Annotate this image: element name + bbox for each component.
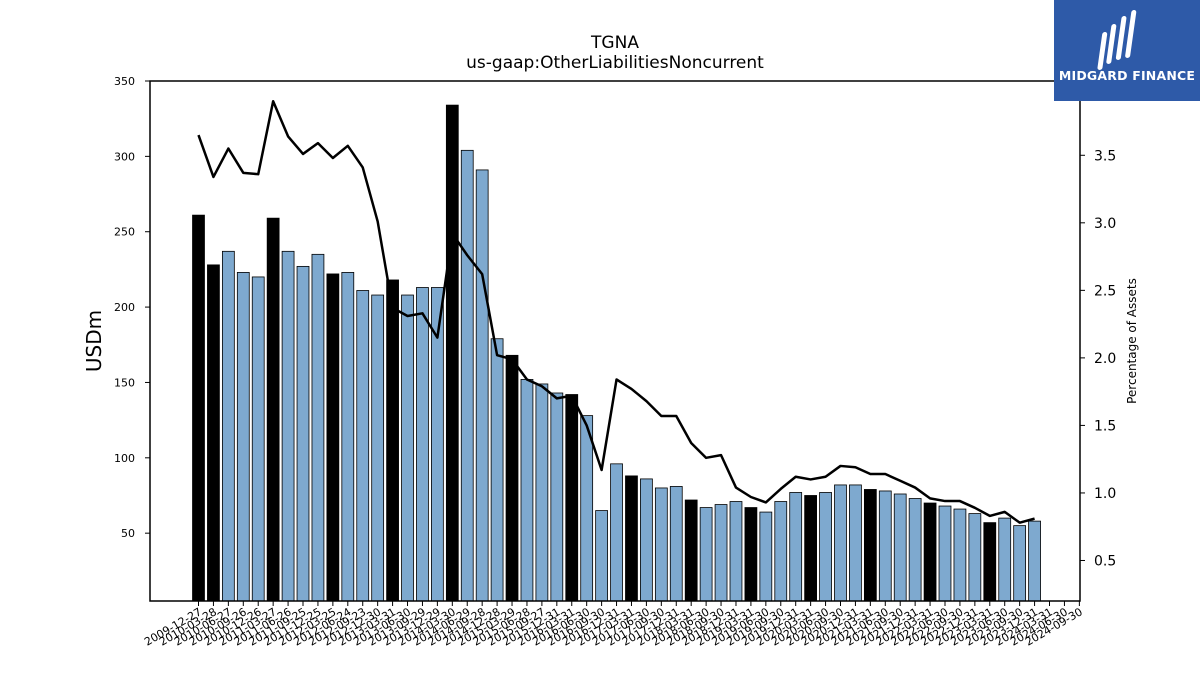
y-tick-label: 300 <box>114 150 135 163</box>
bar <box>893 493 907 602</box>
logo-text: MIDGARD FINANCE <box>1058 68 1196 83</box>
chart-title: TGNA <box>591 33 639 53</box>
x-axis: 2009-12-272010-03-282010-06-272010-09-26… <box>142 601 1085 649</box>
bar <box>535 383 549 602</box>
bar <box>236 272 250 602</box>
y2-tick-label: 3.0 <box>1094 216 1116 232</box>
y-tick-label: 50 <box>121 527 135 540</box>
y-tick-label: 100 <box>114 452 135 465</box>
bar <box>281 250 295 602</box>
bar <box>834 484 847 602</box>
bar <box>998 517 1012 602</box>
bar <box>266 217 280 602</box>
bar <box>221 250 235 602</box>
bar <box>729 501 743 602</box>
y2-tick-label: 0.5 <box>1094 553 1116 569</box>
bar <box>207 264 220 602</box>
y2-tick-label: 1.5 <box>1094 418 1116 434</box>
chart-subtitle: us-gaap:OtherLiabilitiesNoncurrent <box>466 53 764 73</box>
logo-mark-icon <box>1097 10 1137 70</box>
bar <box>460 149 474 602</box>
bar <box>401 294 414 602</box>
bar <box>565 394 579 602</box>
bar <box>326 273 340 602</box>
bar <box>520 379 534 602</box>
bar <box>654 487 668 602</box>
bar <box>714 504 728 602</box>
right-axis: 0.5 1.0 1.5 2.0 2.5 3.0 3.5 <box>1080 148 1116 569</box>
bar <box>371 294 385 602</box>
bar <box>416 287 429 602</box>
bar <box>580 415 594 602</box>
y-tick-label: 200 <box>114 301 135 314</box>
bar <box>789 492 803 602</box>
line-layer <box>197 100 1035 524</box>
bar <box>610 463 623 602</box>
y-axis-label: USDm <box>82 310 106 372</box>
bar <box>251 276 265 602</box>
bar <box>192 214 205 602</box>
y2-tick-label: 3.5 <box>1094 148 1116 164</box>
bar <box>908 498 922 602</box>
bar <box>953 508 967 602</box>
bar <box>804 495 817 602</box>
bar <box>819 492 832 602</box>
bar <box>490 338 504 602</box>
brand-logo: MIDGARD FINANCE <box>1054 0 1200 101</box>
bar <box>341 272 355 602</box>
bar <box>744 507 758 602</box>
bar <box>475 169 489 602</box>
bar <box>296 265 310 602</box>
bar <box>669 486 683 602</box>
bar <box>311 253 325 602</box>
bar <box>699 507 713 602</box>
bar <box>445 104 459 602</box>
bar <box>983 522 997 602</box>
y2-axis-label: Percentage of Assets <box>1125 278 1139 404</box>
y-tick-label: 350 <box>114 75 135 88</box>
bar <box>849 484 862 602</box>
bar <box>684 499 698 602</box>
bar <box>595 510 608 602</box>
bar <box>878 490 892 602</box>
y-tick-label: 250 <box>114 226 135 239</box>
bar <box>386 279 399 602</box>
bar <box>625 475 638 602</box>
y-tick-label: 150 <box>114 376 135 389</box>
bar <box>505 354 519 602</box>
plot-frame <box>149 80 1081 602</box>
bar <box>356 290 370 602</box>
bar <box>774 501 788 602</box>
bar <box>640 478 653 602</box>
bar <box>938 505 952 602</box>
line-series <box>197 100 1035 524</box>
y2-tick-label: 2.5 <box>1094 283 1116 299</box>
bar <box>923 502 937 602</box>
bar <box>968 513 982 602</box>
left-axis: 50 100 150 200 250 300 350 <box>114 75 150 540</box>
bar <box>550 392 564 602</box>
bar <box>759 511 773 602</box>
y2-tick-label: 1.0 <box>1094 486 1116 502</box>
bar <box>863 489 877 602</box>
bar <box>1013 525 1027 602</box>
y2-tick-label: 2.0 <box>1094 351 1116 367</box>
bar <box>1028 520 1041 602</box>
